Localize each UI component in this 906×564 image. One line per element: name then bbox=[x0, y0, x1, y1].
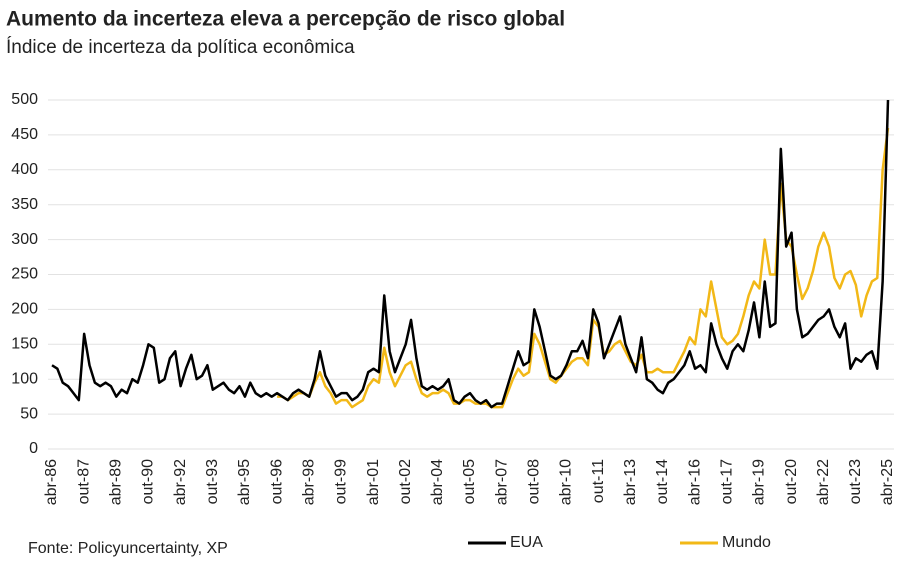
x-tick-label: abr-04 bbox=[429, 459, 446, 505]
y-tick-label: 200 bbox=[11, 301, 38, 318]
chart-subtitle: Índice de incerteza da política econômic… bbox=[6, 37, 355, 58]
x-tick-label: out-17 bbox=[718, 459, 735, 504]
line-series bbox=[51, 99, 890, 409]
y-tick-label: 350 bbox=[11, 196, 38, 213]
x-tick-label: out-11 bbox=[590, 459, 607, 503]
y-tick-label: 50 bbox=[20, 405, 38, 422]
x-tick-label: out-02 bbox=[397, 459, 414, 504]
y-tick-label: 250 bbox=[11, 266, 38, 283]
x-tick-label: out-96 bbox=[268, 459, 285, 504]
x-tick-label: abr-98 bbox=[300, 459, 317, 505]
source: Fonte: Policyuncertainty, XP bbox=[28, 540, 228, 557]
legend-label: EUA bbox=[510, 534, 543, 551]
x-tick-label: abr-01 bbox=[365, 459, 382, 505]
x-tick-label: abr-19 bbox=[751, 459, 768, 505]
x-tick-label: abr-16 bbox=[686, 459, 703, 505]
x-tick-label: abr-13 bbox=[622, 459, 639, 505]
chart-title: Aumento da incerteza eleva a percepção d… bbox=[6, 8, 565, 31]
x-tick-label: out-08 bbox=[526, 459, 543, 504]
x-tick-label: abr-92 bbox=[172, 459, 189, 505]
x-tick-label: out-93 bbox=[204, 459, 221, 504]
x-tick-label: abr-89 bbox=[108, 459, 125, 505]
x-tick-label: abr-07 bbox=[493, 459, 510, 505]
y-tick-label: 300 bbox=[11, 231, 38, 248]
x-tick-label: out-20 bbox=[783, 459, 800, 504]
x-tick-label: out-05 bbox=[461, 459, 478, 504]
y-tick-label: 450 bbox=[11, 126, 38, 143]
y-tick-label: 100 bbox=[11, 370, 38, 387]
x-tick-label: abr-10 bbox=[558, 459, 575, 505]
legend-label: Mundo bbox=[722, 534, 771, 551]
y-tick-label: 150 bbox=[11, 336, 38, 353]
y-tick-label: 400 bbox=[11, 161, 38, 178]
x-tick-label: abr-25 bbox=[879, 459, 896, 505]
x-tick-label: out-23 bbox=[847, 459, 864, 504]
x-tick-label: out-90 bbox=[140, 459, 157, 504]
x-tick-label: abr-22 bbox=[815, 459, 832, 505]
x-tick-label: out-14 bbox=[654, 459, 671, 504]
x-tick-label: out-87 bbox=[75, 459, 92, 504]
x-tick-label: out-99 bbox=[333, 459, 350, 504]
y-tick-label: 0 bbox=[29, 440, 38, 457]
y-tick-label: 500 bbox=[11, 91, 38, 108]
x-tick-label: abr-95 bbox=[236, 459, 253, 505]
x-tick-label: abr-86 bbox=[43, 459, 60, 505]
